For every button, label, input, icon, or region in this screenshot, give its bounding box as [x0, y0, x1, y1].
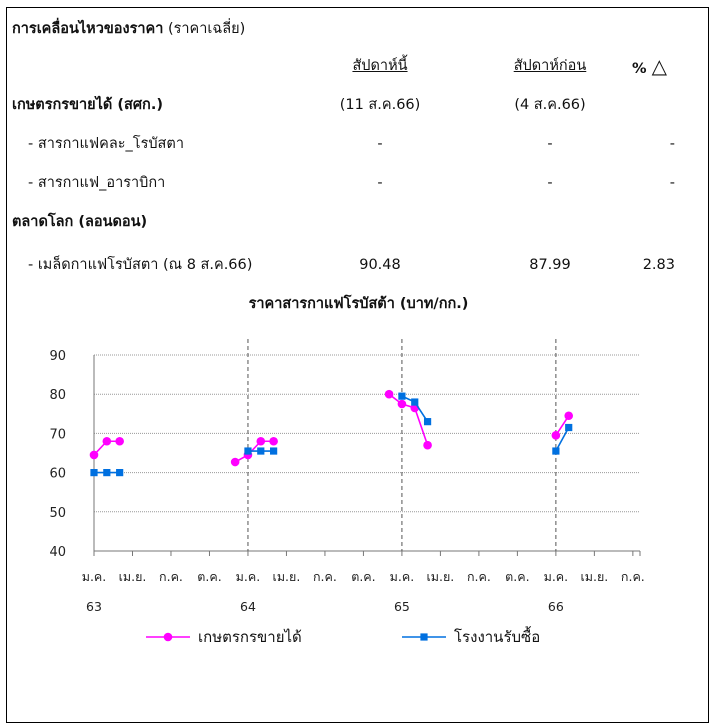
data-point [564, 411, 574, 421]
data-point [384, 389, 394, 399]
data-point [552, 447, 560, 455]
row-this-value: - [377, 136, 383, 152]
col-header-pct: % △ [632, 54, 667, 78]
legend-marker [420, 633, 428, 641]
year-label: 66 [548, 599, 564, 614]
x-tick-label: ก.ค. [159, 569, 183, 584]
data-point [90, 469, 98, 477]
data-point [551, 431, 561, 440]
x-tick-labels: ม.ค. เม.ย. ก.ค. ต.ค. ม.ค. เม.ย. ก.ค. ต.ค. ม.ค. เม… [82, 569, 645, 614]
data-point [256, 436, 266, 446]
table-title-note: (ราคาเฉลี่ย) [167, 21, 246, 37]
col-header-pct-label: % [632, 61, 647, 77]
x-tick-label: เม.ย. [427, 569, 455, 584]
series-line [555, 427, 570, 452]
table-title-bold: การเคลื่อนไหวของราคา [12, 21, 164, 37]
x-tick-label: ต.ค. [505, 569, 529, 584]
row-pct-value: - [669, 136, 675, 152]
table-title: การเคลื่อนไหวของราคา (ราคาเฉลี่ย) [12, 20, 245, 38]
section-farmer-this-date: (11 ส.ค.66) [339, 97, 421, 113]
data-point [103, 469, 111, 477]
data-point [397, 399, 407, 409]
year-label: 63 [86, 599, 102, 614]
x-tick-label: ก.ค. [467, 569, 491, 584]
legend-label: โรงงานรับซื้อ [454, 626, 540, 646]
x-tick-label: ม.ค. [390, 569, 415, 584]
chart-axes [93, 355, 641, 556]
x-tick-label: เม.ย. [580, 569, 608, 584]
data-point [257, 447, 265, 455]
series-line [234, 440, 274, 463]
delta-icon: △ [651, 54, 667, 78]
content-frame [6, 7, 709, 723]
data-point [411, 398, 419, 406]
x-tick-label: ก.ค. [313, 569, 337, 584]
x-tick-label: ม.ค. [236, 569, 261, 584]
data-point [423, 418, 432, 426]
col-header-this-week: สัปดาห์นี้ [352, 58, 408, 74]
x-tick-label: ต.ค. [197, 569, 221, 584]
series-line [388, 393, 429, 446]
section-world-market: ตลาดโลก (ลอนดอน) [12, 214, 148, 230]
chart-series [89, 389, 574, 477]
data-point [423, 440, 432, 450]
row-this-value: - [377, 175, 383, 191]
x-tick-label: ม.ค. [82, 569, 107, 584]
data-point [230, 457, 240, 467]
series-farmer-price [89, 389, 574, 467]
chart-legend: เกษตรกรขายได้ โรงงานรับซื้อ [146, 626, 540, 646]
row-label: - สารกาแฟคละ_โรบัสตา [28, 136, 184, 152]
chart-title: ราคาสารกาแฟโรบัสต้า (บาท/กก.) [248, 296, 469, 312]
data-point [89, 450, 99, 460]
section-farmer-last-date: (4 ส.ค.66) [514, 97, 586, 113]
row-label: - เมล็ดกาแฟโรบัสตา (ณ 8 ส.ค.66) [28, 257, 253, 273]
year-label: 65 [394, 599, 410, 614]
x-tick-label: ต.ค. [351, 569, 375, 584]
chart-gridlines [94, 354, 640, 513]
row-label: - สารกาแฟ_อาราบิกา [28, 175, 166, 191]
data-point [269, 436, 278, 446]
data-point [115, 436, 124, 446]
data-point [116, 469, 124, 477]
y-tick-labels: 40 50 60 70 80 90 [49, 349, 66, 560]
legend-marker [163, 632, 173, 642]
y-tick-label: 60 [49, 467, 66, 482]
year-dividers [247, 339, 557, 551]
series-factory-price [90, 392, 573, 477]
data-point [398, 392, 406, 400]
col-header-last-week: สัปดาห์ก่อน [513, 58, 587, 74]
row-last-value: - [547, 175, 553, 191]
y-tick-label: 40 [49, 545, 66, 560]
data-point [102, 436, 112, 446]
y-tick-label: 50 [49, 506, 66, 521]
row-last-value: 87.99 [529, 257, 571, 273]
y-tick-label: 90 [49, 349, 66, 364]
y-tick-label: 80 [49, 388, 66, 403]
data-point [565, 423, 573, 432]
data-point [270, 447, 278, 455]
row-pct-value: - [669, 175, 675, 191]
row-last-value: - [547, 136, 553, 152]
section-farmer-price: เกษตรกรขายได้ (สศก.) [12, 97, 163, 113]
legend-item: โรงงานรับซื้อ [402, 626, 540, 646]
x-tick-label: เม.ย. [273, 569, 301, 584]
x-tick-label: ก.ค. [621, 569, 645, 584]
row-this-value: 90.48 [359, 257, 401, 273]
x-tick-label: เม.ย. [119, 569, 147, 584]
y-tick-label: 70 [49, 427, 66, 442]
x-tick-label: ม.ค. [544, 569, 569, 584]
data-point [244, 447, 252, 455]
year-label: 64 [240, 599, 256, 614]
row-pct-value: 2.83 [642, 257, 675, 273]
legend-label: เกษตรกรขายได้ [198, 628, 302, 646]
legend-item: เกษตรกรขายได้ [146, 628, 302, 646]
